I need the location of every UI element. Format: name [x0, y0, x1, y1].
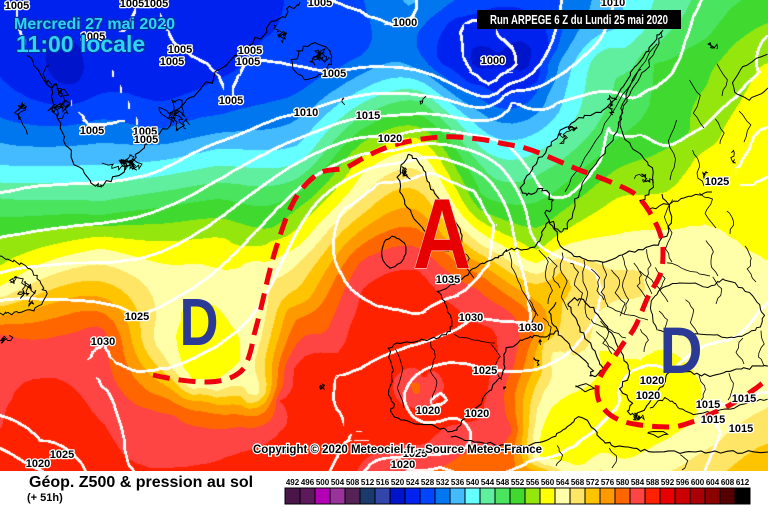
svg-text:1005: 1005: [236, 56, 260, 68]
svg-text:580: 580: [616, 478, 630, 487]
svg-text:1025: 1025: [403, 448, 427, 460]
svg-text:Copyright © 2020 Meteociel.fr: Copyright © 2020 Meteociel.fr - Source M…: [253, 444, 542, 456]
svg-text:536: 536: [451, 478, 465, 487]
svg-text:1000: 1000: [481, 55, 505, 67]
svg-text:1030: 1030: [519, 322, 543, 334]
svg-text:1000: 1000: [393, 17, 417, 29]
svg-text:600: 600: [691, 478, 705, 487]
svg-text:588: 588: [646, 478, 660, 487]
svg-text:1005: 1005: [81, 31, 105, 43]
svg-text:576: 576: [601, 478, 615, 487]
svg-text:496: 496: [301, 478, 315, 487]
svg-text:596: 596: [676, 478, 690, 487]
svg-text:608: 608: [721, 478, 735, 487]
svg-text:584: 584: [631, 478, 645, 487]
svg-text:1025: 1025: [705, 176, 729, 188]
svg-text:540: 540: [466, 478, 480, 487]
svg-text:560: 560: [541, 478, 555, 487]
svg-text:1030: 1030: [91, 336, 115, 348]
svg-text:564: 564: [556, 478, 570, 487]
svg-text:500: 500: [316, 478, 330, 487]
svg-text:524: 524: [406, 478, 420, 487]
svg-text:532: 532: [436, 478, 450, 487]
svg-text:1010: 1010: [601, 0, 625, 9]
svg-text:612: 612: [736, 478, 750, 487]
svg-text:544: 544: [481, 478, 495, 487]
svg-text:1015: 1015: [732, 393, 756, 405]
svg-text:1005: 1005: [160, 56, 184, 68]
svg-text:1020: 1020: [465, 408, 489, 420]
svg-text:1020: 1020: [640, 375, 664, 387]
svg-text:A: A: [413, 178, 471, 289]
svg-text:1005: 1005: [80, 125, 104, 137]
svg-text:1005: 1005: [308, 0, 332, 9]
svg-text:504: 504: [331, 478, 345, 487]
svg-text:492: 492: [286, 478, 300, 487]
svg-text:528: 528: [421, 478, 435, 487]
svg-text:1005: 1005: [322, 68, 346, 80]
svg-text:1025: 1025: [50, 449, 74, 461]
svg-text:1035: 1035: [436, 274, 460, 286]
svg-text:556: 556: [526, 478, 540, 487]
svg-text:1030: 1030: [459, 312, 483, 324]
svg-text:1005: 1005: [134, 134, 158, 146]
svg-text:568: 568: [571, 478, 585, 487]
svg-text:1015: 1015: [729, 423, 753, 435]
svg-text:1005: 1005: [144, 0, 168, 10]
svg-text:1005: 1005: [219, 95, 243, 107]
svg-text:Mercredi 27 mai 2020: Mercredi 27 mai 2020: [14, 16, 175, 33]
svg-text:1005: 1005: [238, 45, 262, 57]
svg-text:1020: 1020: [416, 405, 440, 417]
svg-text:1015: 1015: [701, 414, 725, 426]
svg-text:516: 516: [376, 478, 390, 487]
svg-text:1005: 1005: [133, 126, 157, 138]
svg-text:Run ARPEGE 6 Z du Lundi 25 mai: Run ARPEGE 6 Z du Lundi 25 mai 2020: [490, 13, 668, 27]
svg-text:1020: 1020: [636, 390, 660, 402]
svg-text:1025: 1025: [125, 311, 149, 323]
svg-text:1005: 1005: [120, 0, 144, 10]
svg-text:572: 572: [586, 478, 600, 487]
svg-text:11:00 locale: 11:00 locale: [16, 31, 145, 57]
svg-text:1020: 1020: [391, 459, 415, 471]
svg-text:1005: 1005: [5, 0, 29, 12]
svg-text:1015: 1015: [356, 110, 380, 122]
svg-text:D: D: [660, 313, 703, 387]
svg-text:1015: 1015: [696, 399, 720, 411]
svg-text:1005: 1005: [168, 44, 192, 56]
svg-text:D: D: [180, 285, 219, 360]
svg-text:1020: 1020: [26, 458, 50, 470]
svg-text:520: 520: [391, 478, 405, 487]
svg-text:548: 548: [496, 478, 510, 487]
svg-text:552: 552: [511, 478, 525, 487]
svg-text:604: 604: [706, 478, 720, 487]
svg-text:1010: 1010: [294, 107, 318, 119]
svg-text:592: 592: [661, 478, 675, 487]
svg-text:512: 512: [361, 478, 375, 487]
svg-text:1020: 1020: [378, 133, 402, 145]
svg-text:508: 508: [346, 478, 360, 487]
svg-text:1025: 1025: [473, 365, 497, 377]
